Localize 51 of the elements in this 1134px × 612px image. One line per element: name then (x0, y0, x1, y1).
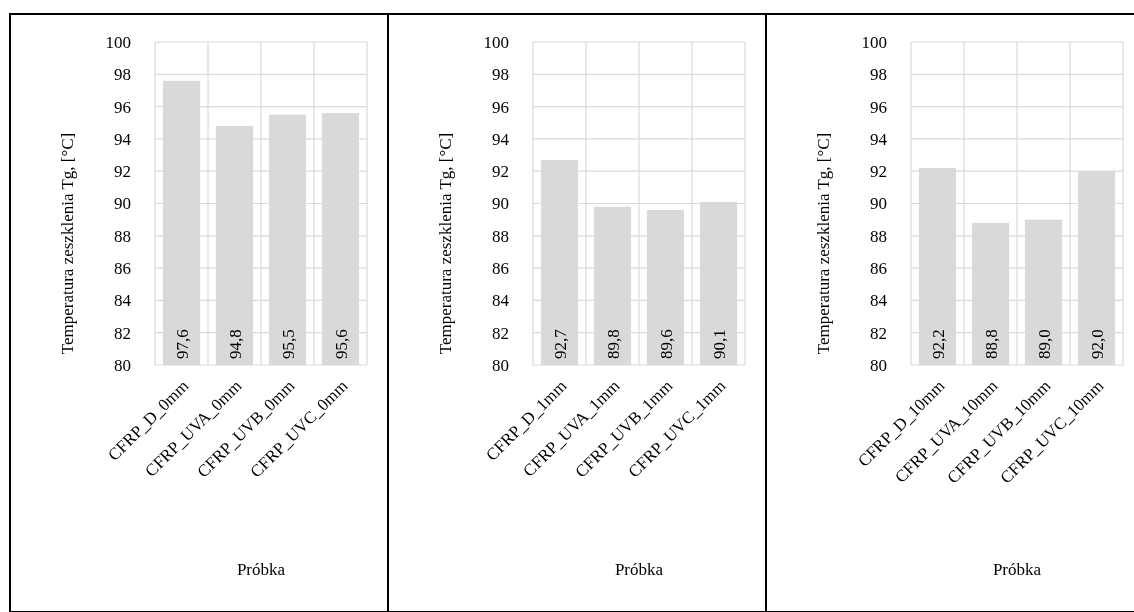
x-axis-title: Próbka (614, 560, 664, 579)
data-label: 88,8 (981, 329, 1001, 359)
y-axis-title: Temperatura zeszklenia Tg, [°C] (436, 132, 455, 355)
y-tick-label: 88 (114, 226, 131, 246)
y-tick-label: 80 (114, 355, 131, 375)
y-tick-label: 80 (870, 355, 887, 375)
data-label: 89,8 (603, 329, 623, 359)
y-axis-title: Temperatura zeszklenia Tg, [°C] (58, 132, 77, 355)
y-tick-label: 100 (483, 32, 509, 52)
y-tick-label: 92 (114, 162, 131, 182)
data-label: 97,6 (172, 329, 192, 359)
y-tick-label: 80 (492, 355, 509, 375)
y-tick-label: 92 (492, 162, 509, 182)
y-tick-label: 92 (870, 162, 887, 182)
data-label: 92,2 (928, 329, 948, 359)
y-tick-label: 90 (870, 194, 887, 214)
y-tick-label: 88 (492, 226, 509, 246)
y-tick-label: 90 (492, 194, 509, 214)
y-axis-title: Temperatura zeszklenia Tg, [°C] (814, 132, 833, 355)
y-tick-label: 82 (114, 323, 131, 343)
y-tick-label: 82 (870, 323, 887, 343)
data-label: 90,1 (709, 329, 729, 359)
x-axis-title: Próbka (992, 560, 1042, 579)
x-axis-title: Próbka (236, 560, 286, 579)
y-tick-label: 96 (870, 97, 887, 117)
y-tick-label: 90 (114, 194, 131, 214)
data-label: 89,0 (1034, 329, 1054, 359)
y-tick-label: 94 (492, 129, 510, 149)
y-tick-label: 98 (870, 65, 887, 85)
y-tick-label: 86 (114, 259, 131, 279)
y-tick-label: 84 (114, 291, 132, 311)
y-tick-label: 84 (492, 291, 510, 311)
y-tick-label: 82 (492, 323, 509, 343)
y-tick-label: 88 (870, 226, 887, 246)
data-label: 95,5 (278, 329, 298, 359)
y-tick-label: 100 (105, 32, 131, 52)
data-label: 92,7 (550, 328, 570, 359)
y-tick-label: 96 (492, 97, 509, 117)
y-tick-label: 86 (870, 259, 887, 279)
y-tick-label: 86 (492, 259, 509, 279)
data-label: 89,6 (656, 329, 676, 359)
y-tick-label: 98 (492, 65, 509, 85)
y-tick-label: 96 (114, 97, 131, 117)
y-tick-label: 94 (114, 129, 132, 149)
data-label: 92,0 (1087, 329, 1107, 359)
y-tick-label: 84 (870, 291, 888, 311)
data-label: 94,8 (225, 329, 245, 359)
data-label: 95,6 (331, 329, 351, 359)
y-tick-label: 98 (114, 65, 131, 85)
y-tick-label: 100 (861, 32, 887, 52)
y-tick-label: 94 (870, 129, 888, 149)
